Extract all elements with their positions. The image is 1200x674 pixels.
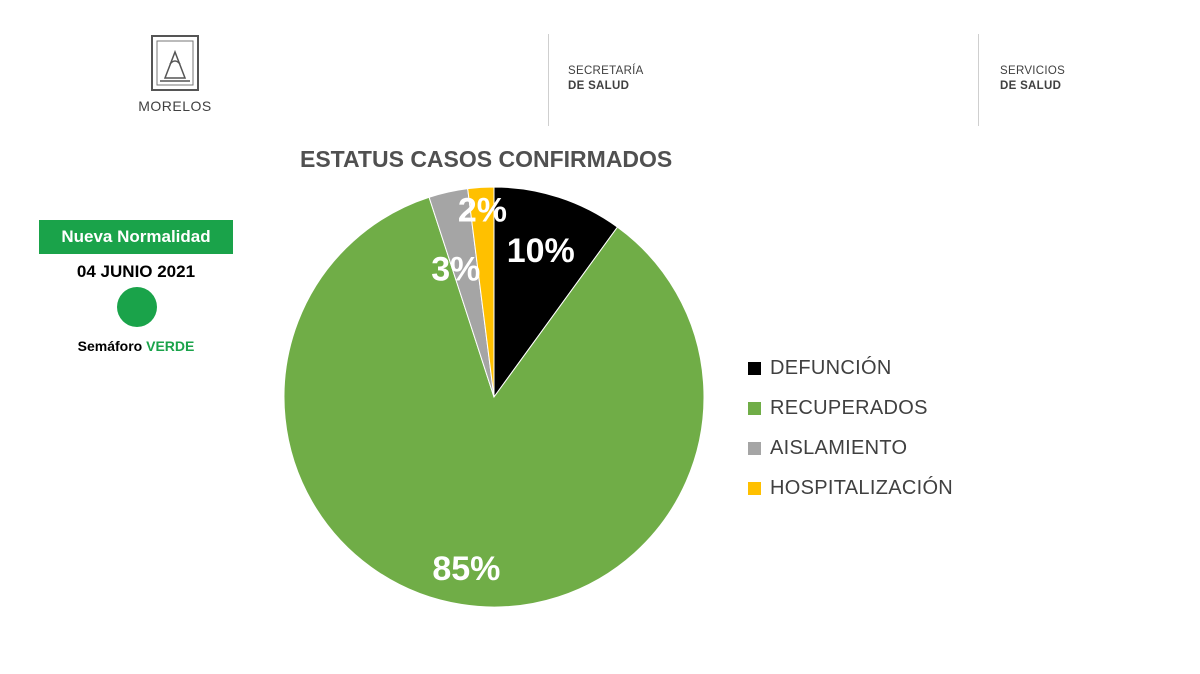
legend-swatch (748, 441, 761, 455)
semaforo-label: Semáforo (77, 338, 143, 354)
legend-swatch (748, 361, 761, 375)
legend-swatch (748, 481, 761, 495)
legend-item: AISLAMIENTO (748, 428, 953, 468)
org2-line1: SERVICIOS (1000, 65, 1066, 77)
header-divider (978, 34, 979, 126)
org2-line2: DE SALUD (1000, 80, 1062, 92)
traffic-light-dot-icon (117, 287, 157, 327)
secretaria-de-salud-label: SECRETARÍA DE SALUD (568, 64, 644, 94)
data-label-aislamiento: 3% (431, 251, 480, 289)
data-label-hospitalización: 2% (458, 192, 507, 230)
org1-line2: DE SALUD (568, 80, 630, 92)
chart-legend: DEFUNCIÓN RECUPERADOS AISLAMIENTO HOSPITALI… (748, 348, 953, 508)
legend-label: RECUPERADOS (770, 396, 928, 419)
legend-label: HOSPITALIZACIÓN (770, 476, 954, 499)
org1-line1: SECRETARÍA (568, 65, 644, 77)
data-label-defunción: 10% (507, 232, 575, 270)
semaforo-value: VERDE (146, 338, 195, 354)
legend-item: RECUPERADOS (748, 388, 953, 428)
legend-item: DEFUNCIÓN (748, 348, 953, 388)
logo-name: MORELOS (138, 98, 212, 114)
data-label-recuperados: 85% (432, 550, 500, 588)
status-date: 04 JUNIO 2021 (76, 262, 196, 281)
morelos-logo: MORELOS (120, 28, 230, 118)
header-divider (548, 34, 549, 126)
legend-label: DEFUNCIÓN (770, 356, 892, 379)
legend-item: HOSPITALIZACIÓN (748, 468, 953, 508)
pie-slice-hospitalización (467, 186, 495, 398)
status-badge: Nueva Normalidad (39, 220, 233, 254)
pie-slice-recuperados (283, 196, 705, 608)
semaforo-status: Semáforo VERDE (39, 338, 233, 354)
legend-label: AISLAMIENTO (770, 436, 908, 459)
chart-title: ESTATUS CASOS CONFIRMADOS (300, 146, 673, 172)
pie-slice-defunción (493, 186, 619, 399)
servicios-de-salud-label: SERVICIOS DE SALUD (1000, 64, 1065, 94)
morelos-seal-icon (151, 35, 199, 91)
legend-swatch (748, 401, 761, 415)
